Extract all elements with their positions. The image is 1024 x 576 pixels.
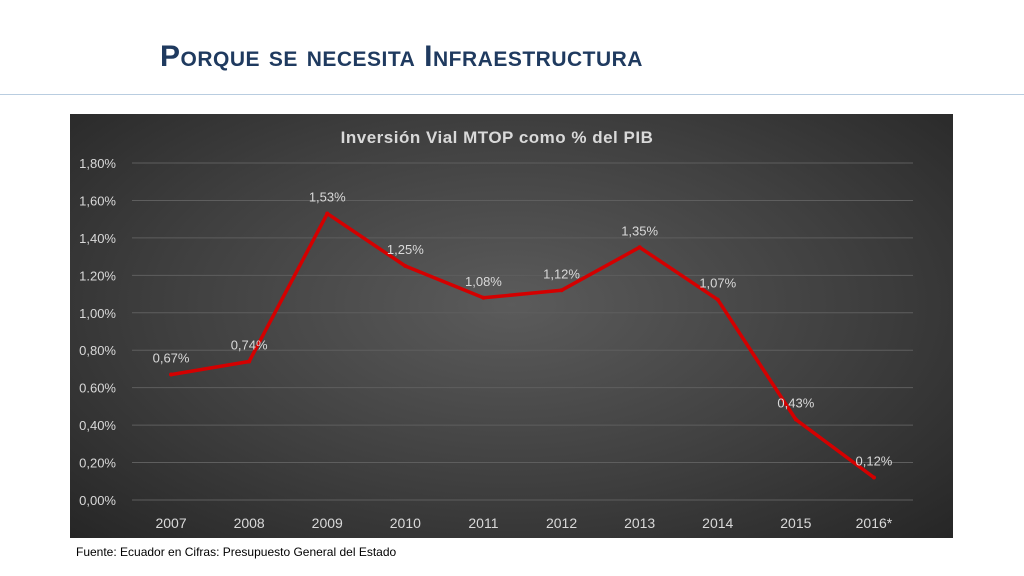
x-tick-label: 2008 [234,515,265,531]
data-point [637,245,642,250]
y-tick-label: 1,60% [79,193,116,208]
y-tick-label: 1,80% [79,156,116,171]
data-labels: 0,67% 0,74% 1,53% 1,25% 1,08% 1,12% 1,35% 1,07%… [153,190,893,469]
line-chart: Inversión Vial MTOP como % del PIB 0,00%… [79,128,913,531]
title-divider [0,94,1024,95]
y-axis-ticks: 0,00% 0,20% 0,40% 0.60% 0,80% 1,00% 1.20% 1,40%… [79,156,116,508]
data-label: 1,53% [309,190,346,205]
y-tick-label: 1.20% [79,268,116,283]
x-tick-label: 2007 [155,515,186,531]
data-point [247,359,252,364]
data-point [793,417,798,422]
data-point [871,475,876,480]
y-tick-label: 0.60% [79,381,116,396]
x-tick-label: 2010 [390,515,421,531]
data-label: 1,08% [465,274,502,289]
x-tick-label: 2016* [856,515,893,531]
y-tick-label: 1,00% [79,306,116,321]
data-label: 1,25% [387,242,424,257]
x-tick-label: 2011 [468,515,498,531]
x-tick-label: 2015 [780,515,811,531]
x-axis-ticks: 2007 2008 2009 2010 2011 2012 2013 2014 2015 2016… [155,515,892,531]
y-tick-label: 0,20% [79,456,116,471]
data-label: 0,74% [231,337,268,352]
gridlines [132,162,913,501]
series-line-path [169,211,876,480]
y-tick-label: 1,40% [79,231,116,246]
x-tick-label: 2013 [624,515,655,531]
source-note: Fuente: Ecuador en Cifras: Presupuesto G… [76,545,397,559]
data-label: 1,12% [543,266,580,281]
y-tick-label: 0,40% [79,418,116,433]
x-tick-label: 2009 [312,515,343,531]
data-point [715,297,720,302]
data-label: 1,35% [621,223,658,238]
data-point [403,263,408,268]
slide-title: Porque se necesita Infraestructura [160,40,643,73]
chart-panel: Inversión Vial MTOP como % del PIB 0,00%… [70,114,953,538]
data-point [169,372,174,377]
chart-title: Inversión Vial MTOP como % del PIB [341,128,654,147]
data-label: 0,67% [153,351,190,366]
data-label: 0,43% [777,395,814,410]
data-point [325,211,330,216]
y-tick-label: 0,00% [79,493,116,508]
data-point [559,288,564,293]
x-tick-label: 2014 [702,515,733,531]
data-label: 0,12% [856,454,893,469]
data-label: 1,07% [699,276,736,291]
series-line [169,211,876,480]
data-point [481,295,486,300]
x-tick-label: 2012 [546,515,577,531]
y-tick-label: 0,80% [79,343,116,358]
